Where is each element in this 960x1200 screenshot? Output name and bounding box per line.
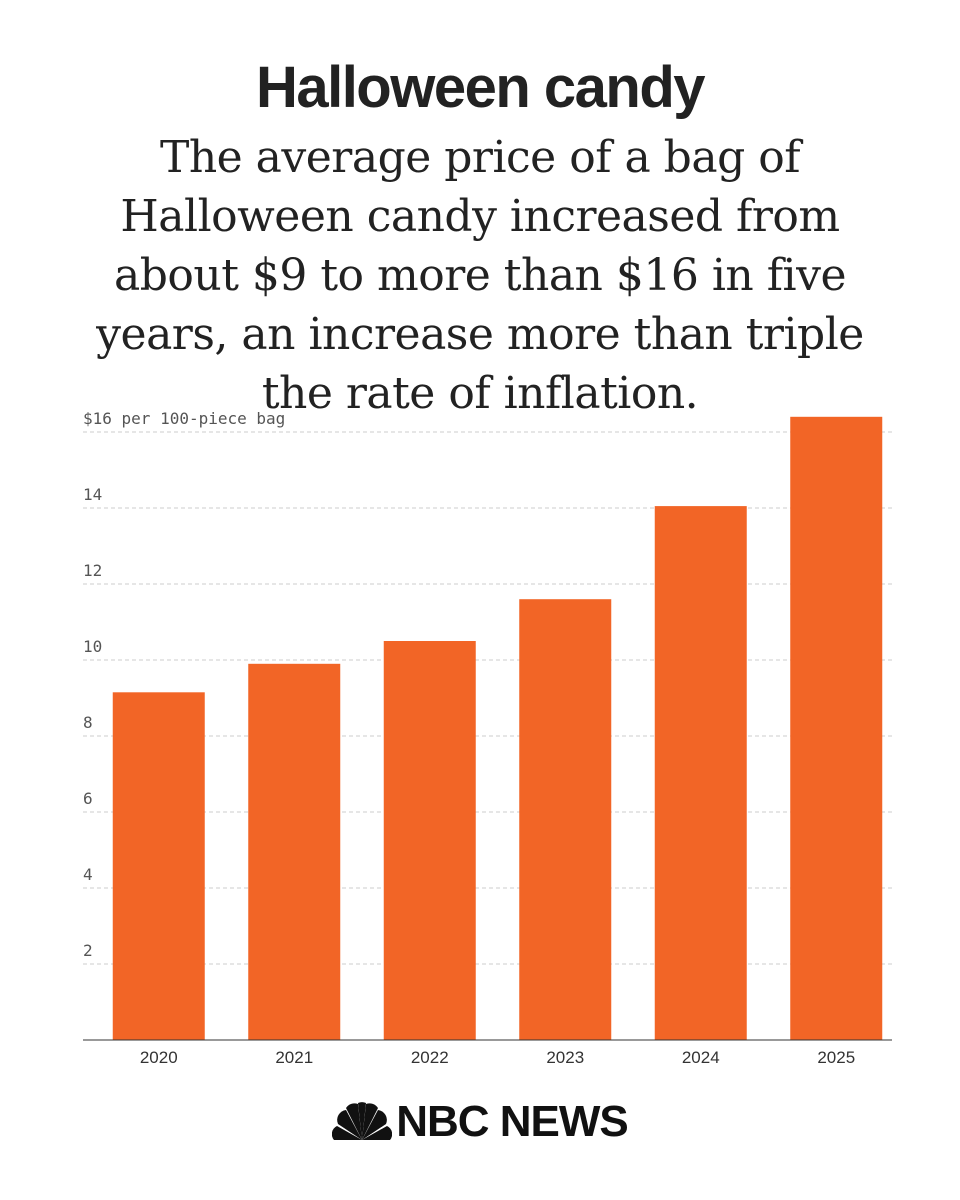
y-tick-label: 6 xyxy=(83,789,93,808)
y-tick-label: 4 xyxy=(83,865,93,884)
bar-2023 xyxy=(519,599,612,1040)
bars xyxy=(112,416,883,1041)
y-axis-ticks: 2 4 6 8 10 12 14 $16 per 100-piece bag xyxy=(83,409,285,960)
nbc-news-logo: NBC NEWS xyxy=(0,1094,960,1150)
y-tick-label: 10 xyxy=(83,637,102,656)
bar-2020 xyxy=(112,692,205,1040)
y-tick-label: 14 xyxy=(83,485,102,504)
chart-title: Halloween candy xyxy=(255,55,706,120)
gridlines xyxy=(83,431,892,965)
x-tick-label: 2023 xyxy=(546,1048,584,1067)
bar-2022 xyxy=(383,641,476,1040)
y-tick-label: 12 xyxy=(83,561,102,580)
x-axis-labels: 2020 2021 2022 2023 2024 2025 xyxy=(140,1048,855,1067)
y-tick-label: $16 per 100-piece bag xyxy=(83,409,285,428)
x-tick-label: 2025 xyxy=(817,1048,855,1067)
chart-subtitle: The average price of a bag of Halloween … xyxy=(96,132,864,419)
x-tick-label: 2024 xyxy=(682,1048,720,1067)
peacock-icon xyxy=(332,1102,393,1140)
bar-2025 xyxy=(790,416,883,1040)
bar-2021 xyxy=(248,663,341,1040)
y-tick-label: 8 xyxy=(83,713,93,732)
x-tick-label: 2021 xyxy=(275,1048,313,1067)
y-tick-label: 2 xyxy=(83,941,93,960)
x-tick-label: 2020 xyxy=(140,1048,178,1067)
x-tick-label: 2022 xyxy=(411,1048,449,1067)
logo-text: NBC NEWS xyxy=(396,1097,629,1146)
bar-chart: 2 4 6 8 10 12 14 $16 per 100-piece bag 2020 2021… xyxy=(83,409,892,1067)
bar-2024 xyxy=(654,506,747,1041)
